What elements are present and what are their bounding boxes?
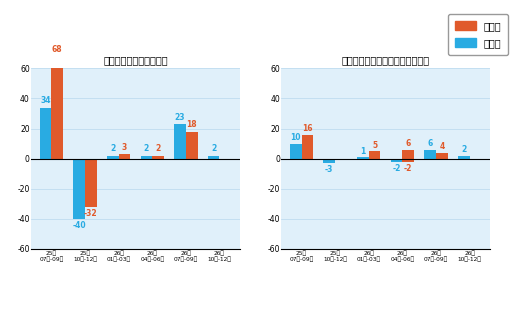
Bar	[107, 156, 119, 159]
Text: 34: 34	[40, 96, 51, 105]
Bar	[357, 157, 369, 159]
Text: 68: 68	[52, 45, 63, 54]
Title: 総受注金額指数（全国）: 総受注金額指数（全国）	[103, 55, 168, 65]
Bar	[174, 124, 186, 159]
Text: -40: -40	[72, 221, 86, 230]
Bar	[402, 150, 414, 159]
Bar	[40, 108, 52, 159]
Text: 3: 3	[122, 143, 127, 152]
Bar	[436, 153, 448, 159]
Text: 6: 6	[427, 139, 433, 148]
Text: 18: 18	[187, 120, 197, 129]
Legend: 実　績, 見通し: 実 績, 見通し	[448, 14, 508, 55]
Text: 23: 23	[175, 113, 185, 122]
Text: 2: 2	[461, 146, 466, 154]
Bar	[458, 156, 469, 159]
Text: 16: 16	[302, 124, 313, 133]
Bar	[141, 156, 152, 159]
Text: -32: -32	[84, 209, 98, 218]
Bar	[208, 156, 219, 159]
Text: 10: 10	[290, 133, 301, 142]
Text: 2: 2	[110, 144, 115, 153]
Text: 2: 2	[211, 144, 216, 153]
Text: -2: -2	[392, 164, 401, 173]
Text: -2: -2	[404, 164, 413, 173]
Text: 2: 2	[156, 144, 161, 153]
Bar	[290, 144, 302, 159]
Bar	[119, 154, 130, 159]
Bar	[52, 56, 63, 159]
Bar	[302, 135, 313, 159]
Text: 2: 2	[144, 144, 149, 153]
Text: 1: 1	[360, 147, 365, 156]
Title: １戸当り受注床面積指数（全国）: １戸当り受注床面積指数（全国）	[341, 55, 430, 65]
Bar	[391, 159, 402, 162]
Bar	[324, 159, 335, 163]
Text: -3: -3	[325, 165, 333, 174]
Bar	[73, 159, 85, 219]
Bar	[152, 156, 164, 159]
Bar	[402, 159, 414, 162]
Bar	[424, 150, 436, 159]
Text: 6: 6	[406, 139, 411, 148]
Bar	[369, 151, 380, 159]
Bar	[186, 132, 197, 159]
Text: 5: 5	[372, 141, 377, 150]
Bar	[85, 159, 97, 207]
Text: 4: 4	[439, 142, 444, 151]
